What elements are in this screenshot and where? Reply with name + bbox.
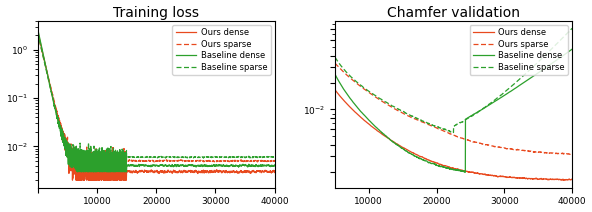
Baseline sparse — [265, 155, 272, 158]
Baseline dense — [221, 165, 228, 167]
Ours sparse — [69, 170, 76, 173]
Ours sparse — [568, 153, 575, 156]
Ours sparse — [440, 130, 448, 132]
Baseline dense — [568, 48, 575, 50]
Baseline dense — [143, 164, 150, 167]
Baseline sparse — [447, 131, 454, 133]
Baseline sparse — [221, 156, 228, 159]
Ours sparse — [518, 149, 525, 152]
Line: Ours sparse: Ours sparse — [335, 63, 572, 154]
Ours sparse — [332, 62, 339, 64]
Baseline dense — [440, 166, 448, 169]
Baseline dense — [271, 164, 278, 167]
Ours sparse — [34, 32, 41, 35]
Baseline sparse — [34, 31, 41, 34]
Baseline sparse — [332, 56, 339, 59]
Ours dense — [440, 164, 448, 167]
Ours sparse — [150, 160, 157, 162]
Ours sparse — [46, 81, 53, 84]
Ours dense — [562, 179, 569, 181]
Ours dense — [561, 179, 568, 181]
Baseline dense — [562, 53, 569, 55]
Baseline dense — [265, 165, 272, 167]
Baseline dense — [332, 73, 339, 75]
Line: Baseline dense: Baseline dense — [38, 28, 275, 172]
Legend: Ours dense, Ours sparse, Baseline dense, Baseline sparse: Ours dense, Ours sparse, Baseline dense,… — [172, 25, 271, 75]
Ours dense — [343, 103, 350, 105]
Baseline dense — [447, 168, 454, 170]
Ours sparse — [221, 159, 228, 162]
Ours dense — [332, 89, 339, 91]
Ours dense — [150, 170, 157, 173]
Ours sparse — [271, 160, 278, 162]
Ours dense — [447, 166, 454, 169]
Ours dense — [265, 170, 272, 172]
Baseline dense — [265, 165, 272, 167]
Baseline dense — [150, 164, 157, 167]
Baseline dense — [46, 84, 53, 86]
Line: Baseline sparse: Baseline sparse — [38, 32, 275, 166]
Baseline sparse — [343, 71, 350, 74]
Baseline sparse — [143, 155, 150, 158]
Ours dense — [69, 179, 76, 181]
Ours sparse — [447, 133, 454, 135]
Legend: Ours dense, Ours sparse, Baseline dense, Baseline sparse: Ours dense, Ours sparse, Baseline dense,… — [469, 25, 568, 75]
Baseline dense — [73, 170, 81, 173]
Baseline dense — [461, 171, 468, 173]
Ours dense — [221, 170, 228, 173]
Line: Ours dense: Ours dense — [335, 90, 572, 180]
Line: Baseline dense: Baseline dense — [335, 49, 572, 172]
Line: Baseline sparse: Baseline sparse — [335, 28, 572, 132]
Ours dense — [568, 178, 575, 181]
Ours dense — [143, 170, 150, 173]
Baseline dense — [518, 83, 525, 85]
Ours sparse — [343, 74, 350, 77]
Baseline sparse — [562, 34, 569, 36]
Line: Ours sparse: Ours sparse — [38, 33, 275, 172]
Baseline dense — [34, 27, 41, 30]
Baseline sparse — [72, 164, 79, 167]
Baseline dense — [343, 93, 350, 95]
Ours dense — [265, 171, 272, 173]
Baseline sparse — [46, 84, 53, 86]
Ours sparse — [143, 160, 150, 162]
Baseline sparse — [271, 156, 278, 159]
Ours dense — [34, 29, 41, 32]
Ours dense — [271, 171, 278, 174]
Baseline sparse — [150, 156, 157, 159]
Baseline sparse — [562, 34, 569, 36]
Ours sparse — [562, 153, 569, 155]
Baseline sparse — [440, 128, 448, 131]
Baseline dense — [562, 53, 569, 55]
Ours sparse — [265, 159, 272, 162]
Baseline sparse — [568, 27, 575, 30]
Ours sparse — [265, 159, 272, 162]
Line: Ours dense: Ours dense — [38, 31, 275, 180]
Ours dense — [518, 177, 525, 180]
Baseline sparse — [518, 76, 525, 78]
Title: Chamfer validation: Chamfer validation — [387, 6, 520, 20]
Baseline sparse — [450, 131, 457, 134]
Baseline sparse — [265, 155, 272, 158]
Ours dense — [46, 82, 53, 85]
Title: Training loss: Training loss — [113, 6, 199, 20]
Ours sparse — [562, 153, 569, 155]
Ours dense — [562, 178, 569, 181]
